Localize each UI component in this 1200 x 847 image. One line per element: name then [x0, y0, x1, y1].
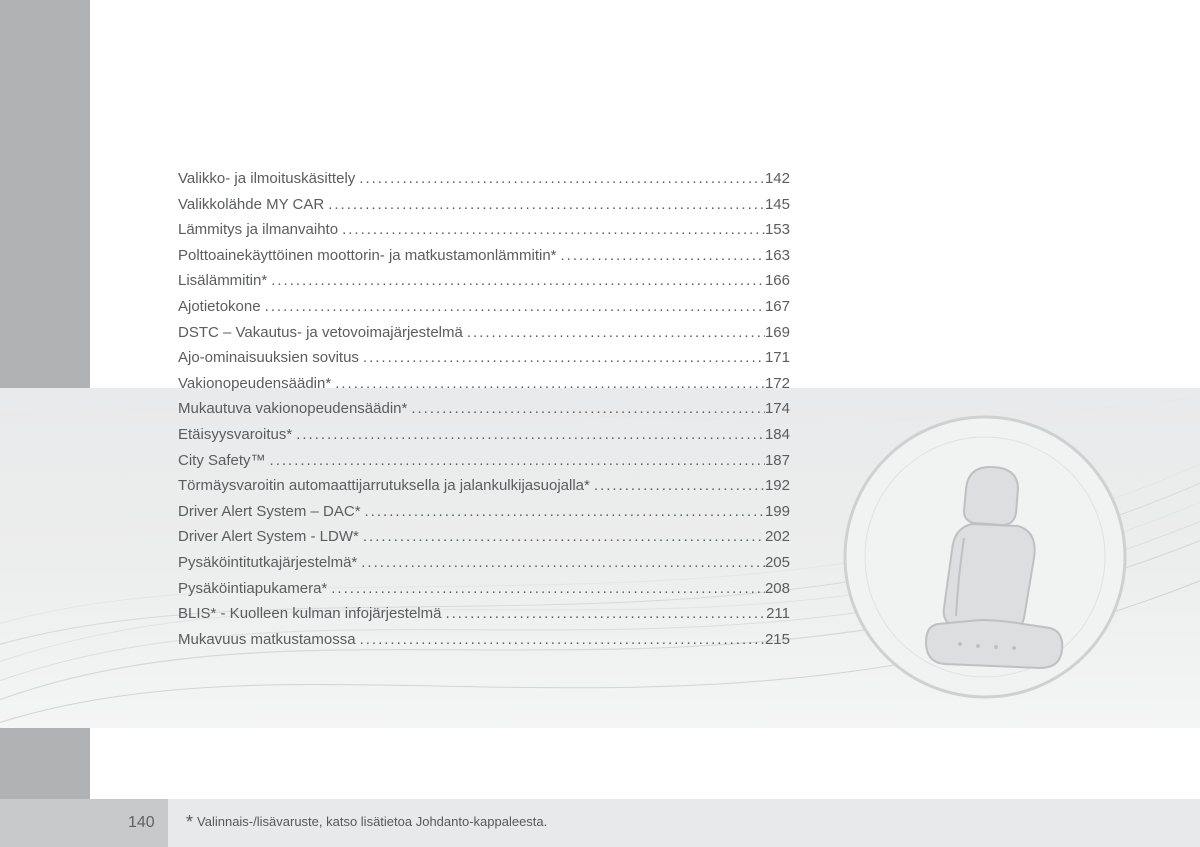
- toc-row: Driver Alert System - LDW*..............…: [178, 528, 790, 554]
- toc-row: Polttoainekäyttöinen moottorin- ja matku…: [178, 247, 790, 273]
- toc-leader-dots: ........................................…: [338, 221, 765, 238]
- manual-page: Valikko- ja ilmoituskäsittely...........…: [0, 0, 1200, 847]
- footnote-text: Valinnais-/lisävaruste, katso lisätietoa…: [197, 814, 547, 829]
- toc-title: Driver Alert System – DAC*: [178, 503, 361, 520]
- toc-page: 208: [765, 580, 790, 597]
- toc-page: 199: [765, 503, 790, 520]
- toc-row: Mukautuva vakionopeudensäädin*..........…: [178, 400, 790, 426]
- toc-page: 187: [765, 452, 790, 469]
- toc-page: 153: [765, 221, 790, 238]
- toc-row: DSTC – Vakautus- ja vetovoimajärjestelmä…: [178, 324, 790, 350]
- toc-title: Lisälämmitin*: [178, 272, 267, 289]
- toc-page: 166: [765, 272, 790, 289]
- table-of-contents: Valikko- ja ilmoituskäsittely...........…: [178, 170, 790, 656]
- toc-leader-dots: ........................................…: [327, 580, 765, 597]
- toc-title: Pysäköintitutkajärjestelmä*: [178, 554, 357, 571]
- toc-row: Pysäköintiapukamera*....................…: [178, 580, 790, 606]
- toc-page: 167: [765, 298, 790, 315]
- toc-leader-dots: ........................................…: [357, 554, 765, 571]
- toc-page: 145: [765, 196, 790, 213]
- toc-leader-dots: ........................................…: [463, 324, 765, 341]
- toc-row: Ajotietokone............................…: [178, 298, 790, 324]
- toc-row: Valikkolähde MY CAR.....................…: [178, 196, 790, 222]
- toc-leader-dots: ........................................…: [359, 528, 765, 545]
- toc-page: 215: [765, 631, 790, 648]
- toc-leader-dots: ........................................…: [261, 298, 765, 315]
- toc-row: Valikko- ja ilmoituskäsittely...........…: [178, 170, 790, 196]
- toc-title: Lämmitys ja ilmanvaihto: [178, 221, 338, 238]
- toc-row: Törmäysvaroitin automaattijarrutuksella …: [178, 477, 790, 503]
- toc-leader-dots: ........................................…: [266, 452, 765, 469]
- toc-leader-dots: ........................................…: [324, 196, 765, 213]
- toc-page: 205: [765, 554, 790, 571]
- toc-row: BLIS* - Kuolleen kulman infojärjestelmä.…: [178, 605, 790, 631]
- toc-row: Vakionopeudensäädin*....................…: [178, 375, 790, 401]
- footnote-star: *: [186, 812, 197, 832]
- toc-title: Valikkolähde MY CAR: [178, 196, 324, 213]
- toc-title: Mukautuva vakionopeudensäädin*: [178, 400, 407, 417]
- toc-leader-dots: ........................................…: [331, 375, 765, 392]
- toc-row: Etäisyysvaroitus*.......................…: [178, 426, 790, 452]
- toc-page: 192: [765, 477, 790, 494]
- footnote: *Valinnais-/lisävaruste, katso lisätieto…: [186, 812, 547, 833]
- toc-row: Lämmitys ja ilmanvaihto.................…: [178, 221, 790, 247]
- toc-leader-dots: ........................................…: [441, 605, 766, 622]
- toc-title: Valikko- ja ilmoituskäsittely: [178, 170, 355, 187]
- toc-leader-dots: ........................................…: [590, 477, 765, 494]
- toc-row: Lisälämmitin*...........................…: [178, 272, 790, 298]
- toc-leader-dots: ........................................…: [407, 400, 765, 417]
- toc-title: Polttoainekäyttöinen moottorin- ja matku…: [178, 247, 557, 264]
- toc-title: DSTC – Vakautus- ja vetovoimajärjestelmä: [178, 324, 463, 341]
- toc-title: Mukavuus matkustamossa: [178, 631, 356, 648]
- toc-page: 211: [766, 605, 790, 622]
- toc-page: 163: [765, 247, 790, 264]
- toc-page: 171: [765, 349, 790, 366]
- page-number: 140: [0, 814, 155, 832]
- toc-title: City Safety™: [178, 452, 266, 469]
- toc-page: 169: [765, 324, 790, 341]
- toc-leader-dots: ........................................…: [359, 349, 765, 366]
- toc-title: Pysäköintiapukamera*: [178, 580, 327, 597]
- toc-row: Ajo-ominaisuuksien sovitus..............…: [178, 349, 790, 375]
- toc-leader-dots: ........................................…: [361, 503, 765, 520]
- toc-title: BLIS* - Kuolleen kulman infojärjestelmä: [178, 605, 441, 622]
- toc-leader-dots: ........................................…: [355, 170, 765, 187]
- toc-title: Ajo-ominaisuuksien sovitus: [178, 349, 359, 366]
- toc-row: Pysäköintitutkajärjestelmä*.............…: [178, 554, 790, 580]
- toc-leader-dots: ........................................…: [557, 247, 765, 264]
- toc-page: 202: [765, 528, 790, 545]
- toc-title: Ajotietokone: [178, 298, 261, 315]
- toc-title: Driver Alert System - LDW*: [178, 528, 359, 545]
- seat-medallion: [840, 412, 1130, 702]
- toc-page: 172: [765, 375, 790, 392]
- page-number-box: 140: [0, 799, 168, 847]
- toc-title: Vakionopeudensäädin*: [178, 375, 331, 392]
- toc-title: Etäisyysvaroitus*: [178, 426, 292, 443]
- toc-row: City Safety™............................…: [178, 452, 790, 478]
- toc-title: Törmäysvaroitin automaattijarrutuksella …: [178, 477, 590, 494]
- toc-page: 184: [765, 426, 790, 443]
- toc-leader-dots: ........................................…: [267, 272, 765, 289]
- toc-page: 174: [765, 400, 790, 417]
- toc-leader-dots: ........................................…: [292, 426, 765, 443]
- toc-row: Mukavuus matkustamossa..................…: [178, 631, 790, 657]
- toc-page: 142: [765, 170, 790, 187]
- toc-row: Driver Alert System – DAC*..............…: [178, 503, 790, 529]
- toc-leader-dots: ........................................…: [356, 631, 765, 648]
